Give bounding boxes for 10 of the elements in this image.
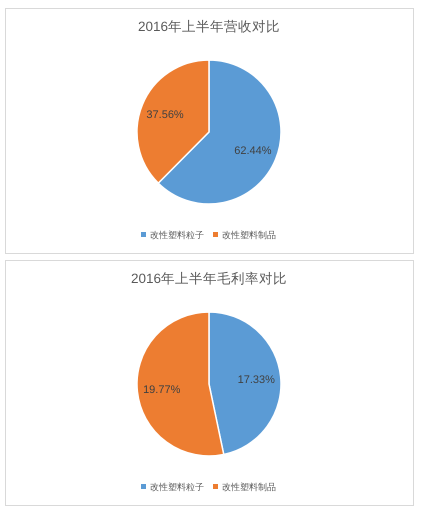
chart-title: 2016年上半年营收对比 (138, 19, 280, 34)
legend-label: 改性塑料粒子 (150, 482, 204, 492)
data-label: 17.33% (238, 374, 276, 386)
data-label: 37.56% (146, 108, 184, 121)
legend-label: 改性塑料制品 (222, 482, 276, 492)
legend-label: 改性塑料制品 (222, 230, 276, 240)
legend-label: 改性塑料粒子 (150, 230, 204, 240)
chart-title: 2016年上半年毛利率对比 (130, 271, 288, 286)
data-label: 62.44% (234, 145, 272, 158)
data-label: 19.77% (143, 384, 181, 396)
